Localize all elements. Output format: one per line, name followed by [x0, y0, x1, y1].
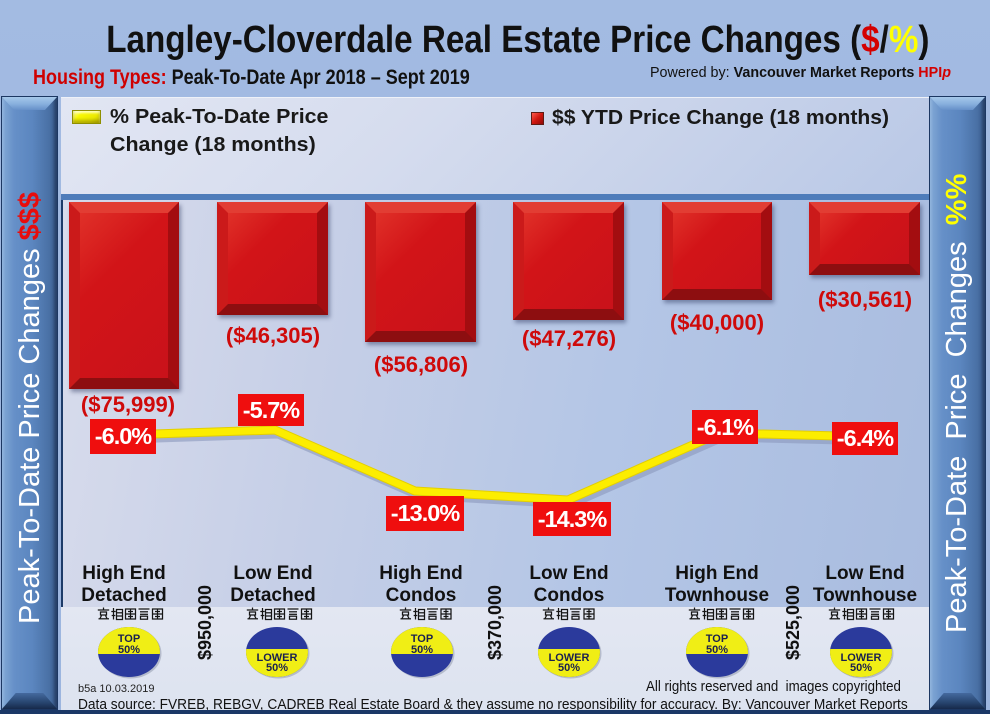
svg-text:TOP: TOP	[706, 633, 728, 645]
svg-text:50%: 50%	[850, 662, 872, 674]
svg-text:LOWER: LOWER	[841, 652, 882, 664]
svg-text:50%: 50%	[558, 662, 580, 674]
svg-text:50%: 50%	[266, 662, 288, 674]
svg-text:LOWER: LOWER	[549, 652, 590, 664]
svg-text:50%: 50%	[118, 644, 140, 656]
svg-text:LOWER: LOWER	[257, 652, 298, 664]
svg-text:TOP: TOP	[411, 633, 433, 645]
svg-text:50%: 50%	[706, 644, 728, 656]
svg-text:50%: 50%	[411, 644, 433, 656]
svg-text:TOP: TOP	[118, 633, 140, 645]
